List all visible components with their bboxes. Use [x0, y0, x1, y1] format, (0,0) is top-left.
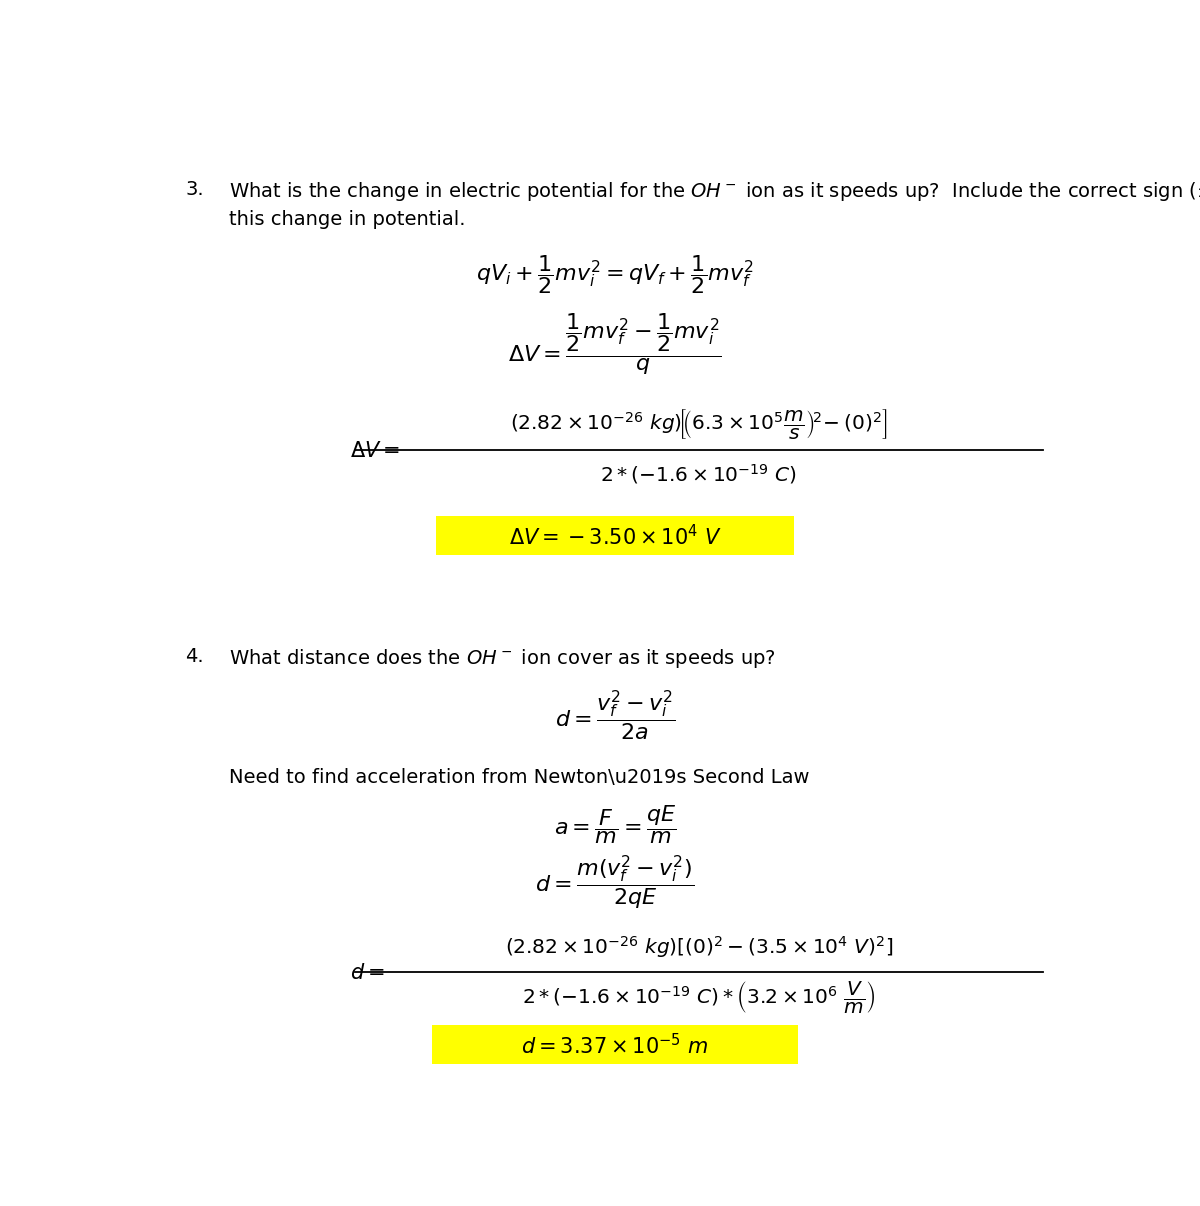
Text: $d = \dfrac{v_f^2 - v_i^2}{2a}$: $d = \dfrac{v_f^2 - v_i^2}{2a}$ — [554, 689, 676, 743]
Text: 4.: 4. — [185, 648, 204, 666]
Text: $\Delta V = -3.50 \times 10^{4}\ V$: $\Delta V = -3.50 \times 10^{4}\ V$ — [509, 523, 721, 549]
Text: $d = 3.37 \times 10^{-5}\ m$: $d = 3.37 \times 10^{-5}\ m$ — [521, 1032, 709, 1058]
Text: $d =$: $d =$ — [350, 964, 385, 983]
Text: this change in potential.: this change in potential. — [229, 210, 466, 229]
Text: $\Delta V =$: $\Delta V =$ — [350, 441, 400, 461]
Text: $(2.82 \times 10^{-26}\ kg)[(0)^{2} - (3.5 \times 10^{4}\ V)^{2}]$: $(2.82 \times 10^{-26}\ kg)[(0)^{2} - (3… — [504, 935, 893, 960]
Text: $(2.82 \times 10^{-26}\ kg)\!\left[\!\left(6.3 \times 10^5 \dfrac{m}{s}\right)^{: $(2.82 \times 10^{-26}\ kg)\!\left[\!\le… — [510, 408, 888, 441]
Text: $2 * (-1.6 \times 10^{-19}\ C) * \left(3.2 \times 10^{6}\ \dfrac{V}{m}\right)$: $2 * (-1.6 \times 10^{-19}\ C) * \left(3… — [522, 979, 876, 1015]
FancyBboxPatch shape — [432, 1025, 798, 1064]
Text: What distance does the $\mathit{OH}^-$ ion cover as it speeds up?: What distance does the $\mathit{OH}^-$ i… — [229, 648, 776, 671]
Text: $d = \dfrac{m(v_f^2 - v_i^2)}{2qE}$: $d = \dfrac{m(v_f^2 - v_i^2)}{2qE}$ — [535, 854, 695, 912]
Text: $qV_i + \dfrac{1}{2}mv_i^2 = qV_f + \dfrac{1}{2}mv_f^2$: $qV_i + \dfrac{1}{2}mv_i^2 = qV_f + \dfr… — [476, 253, 754, 297]
FancyBboxPatch shape — [437, 516, 793, 555]
Text: 3.: 3. — [185, 180, 204, 199]
Text: $2 * (-1.6 \times 10^{-19}\ C)$: $2 * (-1.6 \times 10^{-19}\ C)$ — [600, 462, 797, 486]
Text: Need to find acceleration from Newton\u2019s Second Law: Need to find acceleration from Newton\u2… — [229, 767, 810, 786]
Text: $a = \dfrac{F}{m} = \dfrac{qE}{m}$: $a = \dfrac{F}{m} = \dfrac{qE}{m}$ — [553, 803, 677, 845]
Text: $\Delta V = \dfrac{\dfrac{1}{2}mv_f^2 - \dfrac{1}{2}mv_i^2}{q}$: $\Delta V = \dfrac{\dfrac{1}{2}mv_f^2 - … — [509, 311, 721, 377]
Text: What is the change in electric potential for the $\mathit{OH}^-$ ion as it speed: What is the change in electric potential… — [229, 180, 1200, 203]
